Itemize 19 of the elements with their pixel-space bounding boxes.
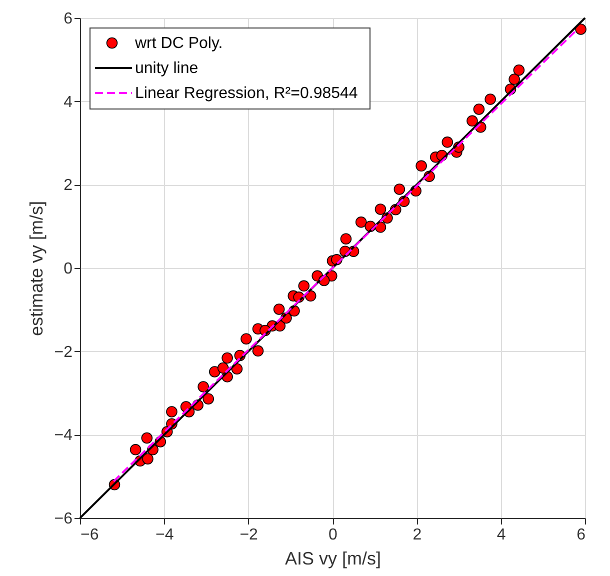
y-tick-label: 4 (64, 94, 73, 111)
y-tick-label: 6 (64, 10, 73, 28)
x-tick-label: 4 (496, 526, 506, 544)
x-axis-title: AIS vy [m/s] (284, 548, 382, 568)
x-tick-label: 0 (328, 526, 338, 544)
y-tick-label: −4 (54, 427, 73, 444)
x-tick-label: −2 (240, 526, 258, 544)
legend-label: Linear Regression, R²=0.98544 (135, 85, 358, 102)
y-tick-label: −2 (54, 344, 73, 361)
legend-label: wrt DC Poly. (134, 35, 223, 52)
y-tick-label: 0 (64, 260, 73, 278)
y-tick-label: 2 (64, 177, 73, 194)
x-tick-label: 2 (412, 526, 422, 544)
y-tick-label: −6 (54, 510, 73, 528)
x-tick-label: −4 (156, 526, 174, 544)
legend-label: unity line (135, 60, 198, 77)
x-tick-label: −6 (80, 526, 99, 544)
x-tick-label: 6 (576, 526, 586, 544)
y-axis-title: estimate vy [m/s] (26, 200, 46, 336)
